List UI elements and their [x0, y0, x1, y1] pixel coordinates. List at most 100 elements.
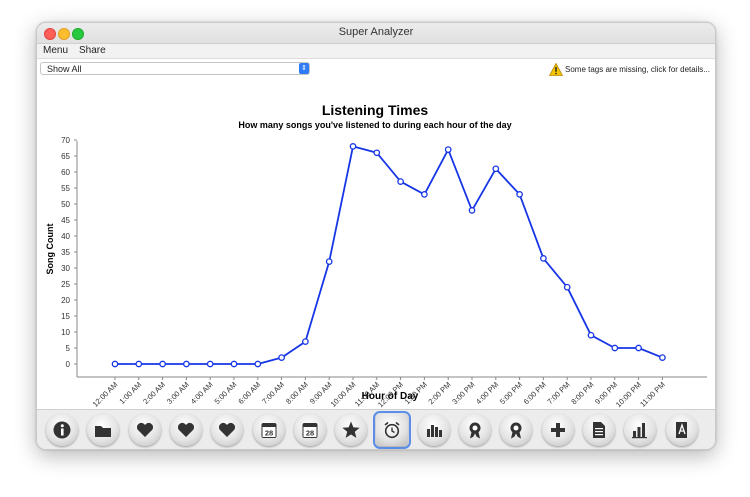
x-tick-label: 5:00 AM: [213, 380, 239, 406]
plus-button[interactable]: [541, 414, 574, 446]
data-point: [135, 360, 143, 368]
data-point: [421, 191, 428, 198]
y-tick-label: 65: [61, 152, 70, 161]
x-tick-label: 5:00 PM: [498, 380, 524, 406]
menu-menu[interactable]: Menu: [43, 45, 69, 56]
y-tick-label: 0: [66, 360, 71, 369]
window-title: Super Analyzer: [338, 26, 414, 38]
heart-button[interactable]: [128, 414, 161, 446]
x-tick-label: 12:00 AM: [91, 380, 120, 409]
filter-dropdown[interactable]: Show All ⇕: [40, 62, 310, 75]
folder-icon: [95, 426, 112, 437]
award-ribbon-button[interactable]: [500, 414, 533, 446]
data-point: [183, 360, 190, 368]
data-point: [278, 354, 285, 361]
x-axis-label: Hour of Day: [362, 391, 419, 402]
listening-times-chart: Listening Times How many songs you've li…: [45, 102, 707, 409]
y-tick-label: 25: [61, 280, 70, 289]
calendar-icon: 28: [261, 423, 276, 438]
x-tick-label: 11:00 PM: [638, 380, 667, 409]
equalizer-button[interactable]: [417, 414, 450, 446]
axes: [76, 141, 707, 378]
x-tick-label: 3:00 AM: [165, 380, 191, 406]
chart-title: Listening Times: [322, 102, 429, 118]
series-line: [115, 145, 663, 365]
x-tick-label: 2:00 AM: [141, 380, 167, 406]
data-point: [563, 283, 571, 291]
x-tick-label: 8:00 AM: [284, 380, 310, 406]
x-tick-label: 6:00 PM: [522, 380, 548, 406]
y-tick-label: 35: [61, 248, 70, 257]
y-tick-label: 40: [61, 232, 70, 241]
title-bar: Super Analyzer: [37, 23, 715, 44]
x-tick-label: 1:00 AM: [117, 380, 143, 406]
data-point: [492, 165, 500, 173]
y-tick-label: 30: [61, 264, 70, 273]
star-button[interactable]: [335, 414, 368, 446]
data-point: [302, 338, 309, 345]
star-icon: [342, 421, 360, 438]
award-ribbon-icon: [510, 422, 522, 439]
data-point: [444, 146, 452, 153]
alarm-clock-button[interactable]: [373, 411, 412, 449]
close-window-button[interactable]: [44, 28, 56, 40]
award-ribbon-icon: [469, 422, 481, 439]
missing-tags-warning[interactable]: Some tags are missing, click for details…: [549, 63, 711, 77]
plus-icon: [550, 423, 565, 437]
data-point: [206, 360, 214, 368]
data-point: [254, 360, 262, 368]
y-tick-label: 10: [61, 328, 70, 337]
y-axis-ticks: 0 5 10 15 20 25 30 35 40 45 50 55 60 65 70: [61, 136, 77, 369]
y-tick-label: 50: [61, 200, 70, 209]
series-polyline: [115, 145, 663, 365]
data-point: [540, 255, 547, 262]
data-point: [635, 344, 642, 352]
y-tick-label: 55: [61, 184, 70, 193]
bar-chart-icon: [632, 423, 648, 439]
info-button[interactable]: [46, 414, 78, 446]
heart-icon: [136, 422, 153, 437]
zoom-window-button[interactable]: [72, 28, 84, 40]
data-point: [349, 143, 357, 150]
x-tick-label: 7:00 AM: [260, 380, 286, 406]
warning-text: Some tags are missing, click for details…: [565, 65, 710, 74]
heart-icon: [219, 422, 236, 437]
y-tick-label: 70: [61, 136, 70, 145]
data-point: [397, 178, 404, 185]
menu-bar: Menu Share: [37, 44, 715, 59]
equalizer-icon: [426, 425, 442, 437]
calendar-button[interactable]: 28: [293, 414, 326, 446]
document-button[interactable]: [582, 414, 615, 446]
document-icon: [592, 422, 605, 438]
bar-chart-button[interactable]: [624, 414, 657, 446]
y-tick-label: 20: [61, 296, 70, 305]
chevron-updown-icon: ⇕: [299, 63, 309, 74]
data-point: [373, 149, 381, 157]
y-tick-label: 5: [66, 344, 71, 353]
data-point: [587, 331, 595, 339]
heart-button[interactable]: [211, 414, 244, 446]
folder-button[interactable]: [87, 414, 120, 446]
data-point: [159, 360, 166, 368]
heart-button[interactable]: [169, 414, 202, 446]
x-tick-label: 10:00 PM: [614, 380, 643, 409]
x-tick-label: 10:00 AM: [329, 380, 358, 409]
y-tick-label: 60: [61, 168, 70, 177]
award-ribbon-button[interactable]: [459, 414, 491, 446]
menu-share[interactable]: Share: [79, 45, 106, 56]
filter-dropdown-value: Show All: [47, 64, 82, 74]
minimize-window-button[interactable]: [58, 28, 70, 40]
data-point: [516, 191, 523, 198]
series-points: [111, 143, 666, 368]
app-window: Super Analyzer Menu Share Show All ⇕ Som…: [36, 22, 716, 450]
book-icon: [675, 422, 687, 438]
calendar-icon: 28: [302, 423, 318, 438]
chart-subtitle: How many songs you've listened to during…: [238, 120, 511, 130]
book-button[interactable]: [665, 414, 698, 446]
x-tick-label: 4:00 AM: [189, 380, 215, 406]
data-point: [111, 360, 119, 368]
heart-icon: [177, 422, 194, 437]
data-point: [325, 258, 333, 265]
bottom-toolbar: 28 28: [37, 409, 715, 449]
calendar-button[interactable]: 28: [252, 414, 285, 446]
